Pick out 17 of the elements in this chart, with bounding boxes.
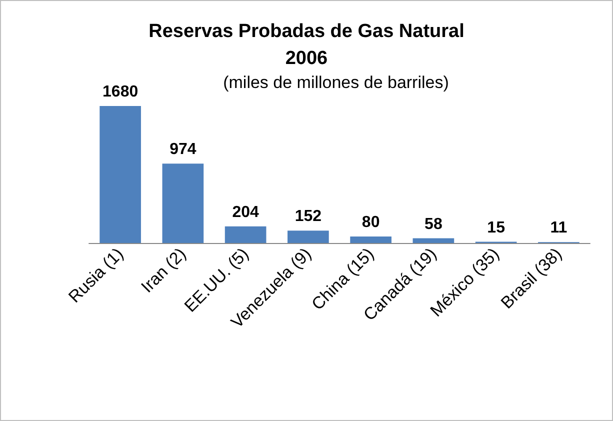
bar <box>288 230 329 243</box>
x-tick-label: Iran (2) <box>138 244 190 296</box>
chart-subtitle: (miles de millones de barriles) <box>223 73 449 92</box>
data-label: 204 <box>232 204 260 221</box>
data-label: 1680 <box>102 84 138 100</box>
chart-title: Reservas Probadas de Gas Natural 2006 <box>148 21 464 69</box>
data-label: 974 <box>170 141 196 158</box>
bar <box>412 238 454 243</box>
bar <box>224 226 266 243</box>
bar <box>162 164 204 243</box>
data-label: 11 <box>550 220 568 237</box>
data-label: 15 <box>487 219 506 236</box>
data-label: 80 <box>362 214 380 231</box>
data-label: 152 <box>294 208 322 226</box>
data-label: 58 <box>424 216 442 233</box>
bar <box>100 106 141 243</box>
bar <box>350 236 392 243</box>
